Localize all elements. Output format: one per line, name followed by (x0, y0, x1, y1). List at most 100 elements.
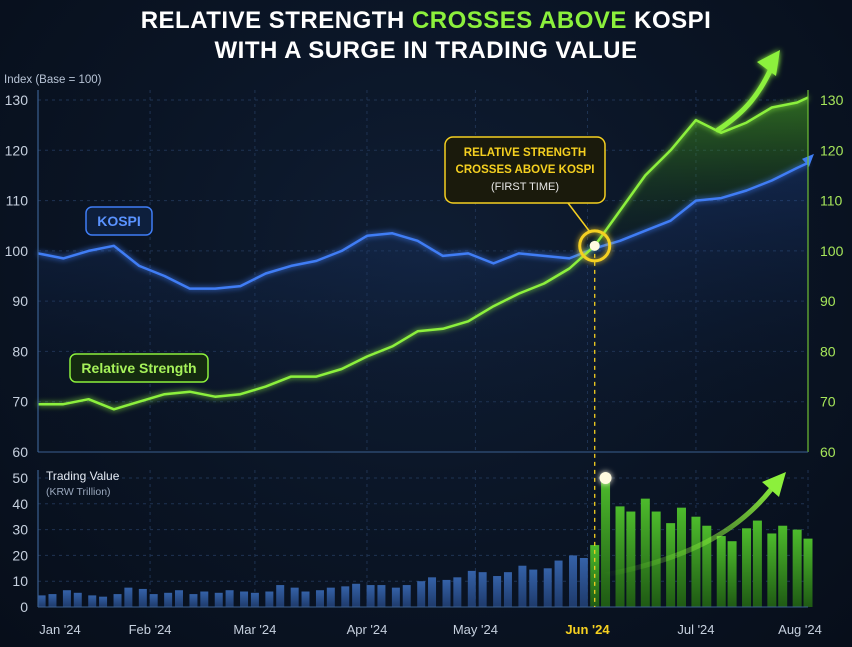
trading-value-bar (240, 591, 249, 607)
trading-value-bar (691, 516, 701, 607)
trading-value-bar (651, 511, 661, 607)
trading-value-bar (124, 587, 133, 607)
y-tick-label-right: 90 (820, 293, 836, 309)
trading-value-bar (579, 557, 588, 607)
trading-value-bar (493, 576, 502, 607)
trading-value-bar (301, 591, 310, 607)
legend-rs-label: Relative Strength (81, 360, 196, 376)
x-tick-label: Jun '24 (565, 622, 610, 637)
y-tick-label-left: 130 (5, 92, 29, 108)
trading-value-bar (778, 525, 788, 607)
x-tick-label: Apr '24 (347, 622, 388, 637)
trading-value-bar (138, 588, 147, 607)
y-tick-label-volume: 50 (12, 470, 28, 486)
x-tick-label: May '24 (453, 622, 498, 637)
trading-value-bar (742, 528, 752, 607)
trading-value-bar (352, 583, 361, 607)
trading-value-bar (214, 592, 223, 607)
y-tick-label-volume: 40 (12, 496, 28, 512)
trading-value-bar (402, 585, 411, 607)
trading-value-bar (467, 570, 476, 607)
trading-value-bar (626, 511, 636, 607)
trading-value-bar (113, 594, 122, 607)
y-tick-label-right: 120 (820, 142, 844, 158)
trading-value-bar (601, 478, 611, 607)
peak-volume-flare (599, 472, 612, 484)
area-layer (38, 97, 808, 452)
trading-value-bar (99, 596, 108, 607)
y-tick-label-left: 90 (12, 293, 28, 309)
y-axis-label: Index (Base = 100) (4, 74, 102, 86)
trading-value-bar (189, 594, 198, 607)
trading-value-bar (503, 572, 512, 607)
trading-value-title: Trading Value (46, 469, 120, 483)
trading-value-bar (529, 569, 538, 607)
trading-value-bar (377, 585, 386, 607)
trading-value-bar (200, 591, 209, 607)
y-tick-label-right: 110 (820, 193, 843, 209)
y-tick-label-right: 130 (820, 92, 844, 108)
x-tick-label: Mar '24 (233, 622, 276, 637)
legend-relative-strength: Relative Strength (69, 353, 209, 383)
x-tick-label: Jan '24 (39, 622, 81, 637)
y-tick-label-volume: 0 (20, 599, 28, 615)
annotation-line-2: CROSSES ABOVE KOSPI (456, 164, 595, 176)
annotation-pointer (567, 202, 591, 233)
trading-value-bar (326, 587, 335, 607)
title-part-3: KOSPI (626, 7, 712, 34)
trading-value-bar (174, 590, 183, 607)
marker-layer (578, 229, 612, 607)
trading-value-bar (554, 560, 563, 607)
trading-value-bar (569, 555, 578, 607)
kospi-area (38, 162, 808, 452)
x-tick-label: Feb '24 (129, 622, 172, 637)
crossover-annotation: RELATIVE STRENGTH CROSSES ABOVE KOSPI (F… (444, 136, 606, 233)
trading-value-bar (518, 565, 527, 607)
trading-value-bar (543, 568, 552, 607)
trading-value-bar (276, 585, 285, 607)
bars-layer (37, 478, 813, 607)
trading-value-bar (716, 536, 726, 607)
legend-kospi-label: KOSPI (97, 213, 141, 229)
chart-title: RELATIVE STRENGTH CROSSES ABOVE KOSPI WI… (0, 6, 852, 66)
trading-value-bar (752, 520, 762, 607)
trading-value-bar (453, 577, 462, 607)
trend-arrow-main-head-icon (757, 50, 780, 76)
trading-value-bar (417, 581, 426, 607)
trading-value-bar (37, 595, 46, 607)
trading-value-bar (478, 572, 487, 607)
rs-outperformance-area (594, 97, 808, 249)
axis-layer: Jan '24 Feb '24 Mar '24 Apr '24 May '24 Jun '… (5, 90, 844, 637)
trend-arrow-volume-head-icon (762, 472, 786, 497)
title-line-1: RELATIVE STRENGTH CROSSES ABOVE KOSPI (0, 6, 852, 36)
trading-value-bar (792, 529, 802, 607)
trading-value-bar (315, 590, 324, 607)
trading-value-bar (640, 498, 650, 607)
trading-value-bar (225, 590, 234, 607)
trading-value-bar (702, 525, 712, 607)
trading-value-unit: (KRW Trillion) (46, 486, 111, 498)
trading-value-bar (666, 523, 676, 607)
trading-value-bar (73, 592, 82, 607)
title-part-1: RELATIVE STRENGTH (140, 7, 412, 34)
y-tick-label-left: 120 (5, 142, 29, 158)
trading-value-bar (48, 594, 57, 607)
y-tick-label-left: 80 (12, 343, 28, 359)
y-tick-label-right: 70 (820, 394, 836, 410)
trading-value-bar (391, 587, 400, 607)
y-tick-label-left: 60 (12, 444, 28, 460)
trading-value-bar (164, 592, 173, 607)
kospi-line (37, 161, 809, 290)
relative-strength-line (38, 96, 809, 411)
title-highlight: CROSSES ABOVE (411, 7, 627, 34)
trading-value-bar (676, 507, 686, 607)
x-tick-label: Aug '24 (778, 622, 822, 637)
annotation-line-1: RELATIVE STRENGTH (464, 147, 586, 159)
y-tick-label-volume: 30 (12, 522, 28, 538)
y-tick-label-right: 80 (820, 343, 836, 359)
trading-value-bar (442, 579, 451, 607)
trading-value-bar (88, 595, 97, 607)
trading-value-bar (290, 587, 299, 607)
y-tick-label-left: 70 (12, 394, 28, 410)
